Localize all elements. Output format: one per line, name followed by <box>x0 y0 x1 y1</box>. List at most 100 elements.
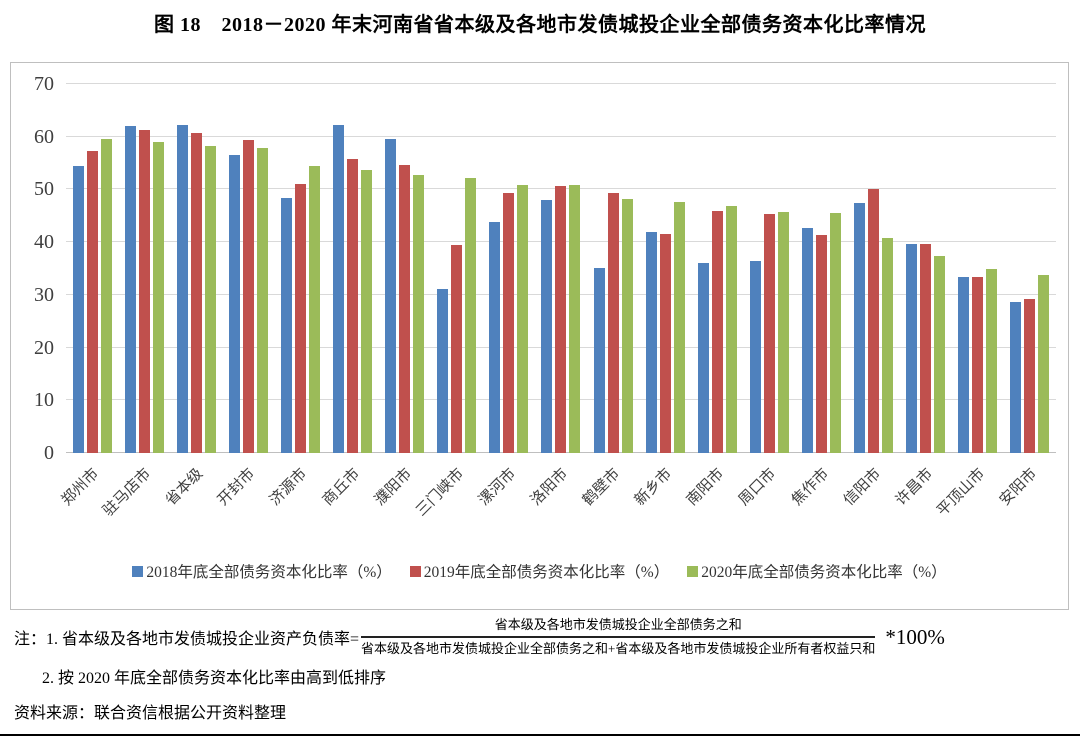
bar <box>503 192 515 453</box>
bar-group <box>431 84 483 453</box>
x-axis-category-label: 鹤壁市 <box>580 465 624 509</box>
bar <box>958 276 970 453</box>
source-line: 资料来源：联合资信根据公开资料整理 <box>14 705 287 723</box>
formula-fraction: 省本级及各地市发债城投企业全部债务之和 省本级及各地市发债城投企业全部债务之和+… <box>361 616 876 658</box>
x-axis-category-label: 三门峡市 <box>413 465 467 520</box>
bar <box>697 263 709 453</box>
bar <box>100 138 112 453</box>
chart-frame: 0 10 20 30 40 50 60 70 郑州市 驻马店市 省本级 开封市 济源市 商丘市 濮阳市 三门峡… <box>10 62 1069 610</box>
bar <box>830 213 842 453</box>
bar <box>659 234 671 453</box>
bar-group <box>66 84 118 453</box>
x-axis-category-label: 漯河市 <box>475 465 520 509</box>
bar-group <box>327 84 379 453</box>
bar-group <box>118 84 170 453</box>
bar <box>228 154 240 453</box>
gridline <box>66 83 1056 84</box>
x-axis-category-label: 南阳市 <box>684 465 728 509</box>
x-axis-category-label: 省本级 <box>163 465 207 509</box>
y-axis-tick-label: 50 <box>34 178 54 201</box>
bar-group <box>952 84 1004 453</box>
bar <box>906 244 918 453</box>
bar <box>1010 301 1022 453</box>
bar <box>816 235 828 453</box>
legend-item: 2019年底全部债务资本化比率（%） <box>409 560 670 582</box>
x-axis-category-label: 平顶山市 <box>934 465 988 520</box>
bar <box>645 231 657 453</box>
bar <box>854 203 866 453</box>
bar <box>138 129 150 453</box>
bar <box>555 186 567 453</box>
legend-label: 2020年底全部债务资本化比率（%） <box>701 564 947 581</box>
formula-multiplier: *100% <box>885 624 945 649</box>
bar-group <box>535 84 587 453</box>
fraction-denominator: 省本级及各地市发债城投企业全部债务之和+省本级及各地市发债城投企业所有者权益只和 <box>361 641 876 657</box>
legend-swatch-icon <box>132 565 144 577</box>
bar <box>1024 299 1036 453</box>
y-axis-tick-label: 70 <box>34 73 54 95</box>
bar <box>569 185 581 453</box>
bar <box>399 165 411 453</box>
bar <box>1038 275 1050 453</box>
bar <box>986 268 998 453</box>
note-1-text: 注：1. 省本级及各地市发债城投企业资产负债率= <box>14 631 360 649</box>
bar-group <box>743 84 795 453</box>
legend-label: 2019年底全部债务资本化比率（%） <box>423 564 670 581</box>
bar-group <box>170 84 222 453</box>
legend-label: 2018年底全部债务资本化比率（%） <box>146 564 392 581</box>
note-1: 注：1. 省本级及各地市发债城投企业资产负债率= 省本级及各地市发债城投企业全部… <box>0 616 1080 658</box>
bar <box>437 288 449 453</box>
bar <box>489 221 501 453</box>
bar-group <box>795 84 847 453</box>
bar <box>802 228 814 453</box>
bar <box>673 202 685 453</box>
x-axis-category-label: 许昌市 <box>892 465 936 509</box>
bar-group <box>274 84 326 453</box>
x-axis-category-label: 洛阳市 <box>527 465 572 509</box>
bar <box>725 205 737 453</box>
bar <box>711 211 723 453</box>
notes-block: 注：1. 省本级及各地市发债城投企业资产负债率= 省本级及各地市发债城投企业全部… <box>0 616 1080 723</box>
bar <box>361 170 373 453</box>
bar-group <box>848 84 900 453</box>
bar <box>242 139 254 453</box>
y-axis-tick-label: 40 <box>34 231 54 254</box>
bar <box>868 189 880 453</box>
y-axis-tick-label: 20 <box>34 336 54 359</box>
bar <box>451 244 463 453</box>
bar <box>607 192 619 453</box>
x-axis-category-label: 濮阳市 <box>371 465 415 509</box>
bar <box>347 158 359 453</box>
x-axis-category-label: 济源市 <box>267 465 311 509</box>
y-axis-tick-label: 30 <box>34 283 54 306</box>
bar <box>777 211 789 453</box>
legend-item: 2018年底全部债务资本化比率（%） <box>132 560 392 582</box>
bar <box>333 124 345 453</box>
x-axis-category-label: 郑州市 <box>59 465 103 509</box>
x-axis-category-label: 信阳市 <box>840 465 884 509</box>
bar-group <box>222 84 274 453</box>
x-axis-category-label: 新乡市 <box>632 465 676 509</box>
bar <box>256 148 268 453</box>
gridline <box>66 135 1056 137</box>
bar <box>763 213 775 453</box>
legend-swatch-icon <box>687 565 699 577</box>
x-axis-category-label: 焦作市 <box>788 465 832 509</box>
bar <box>294 183 306 453</box>
bar <box>593 267 605 453</box>
bar <box>385 139 397 453</box>
bar <box>541 199 553 453</box>
legend: 2018年底全部债务资本化比率（%） 2019年底全部债务资本化比率（%） 2020… <box>11 560 1068 582</box>
bar <box>124 125 136 453</box>
bar-group <box>587 84 639 453</box>
bar <box>280 197 292 453</box>
legend-item: 2020年底全部债务资本化比率（%） <box>687 560 947 582</box>
y-axis-tick-label: 10 <box>34 389 54 412</box>
bar <box>749 260 761 453</box>
figure-title: 图 18 2018－2020 年末河南省省本级及各地市发债城投企业全部债务资本化… <box>154 14 926 36</box>
x-axis-category-label: 商丘市 <box>319 465 363 509</box>
bar-group <box>483 84 535 453</box>
legend-swatch-icon <box>409 565 421 577</box>
bar <box>972 276 984 453</box>
bar <box>934 255 946 453</box>
